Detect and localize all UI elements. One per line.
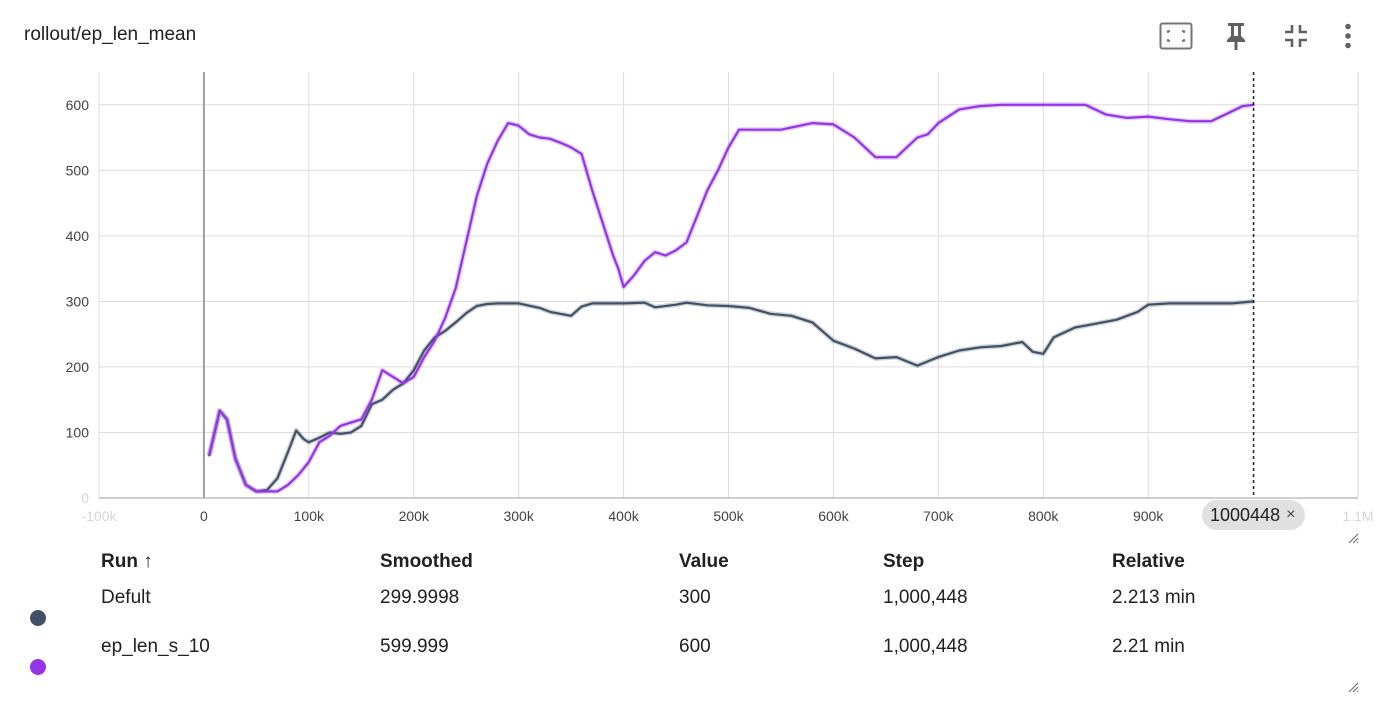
row-relative: 2.21 min [1112,636,1185,657]
fit-domain-button[interactable] [1156,16,1196,56]
y-tick-label: 600 [66,97,90,113]
table-resize-handle-icon[interactable] [1347,681,1359,693]
table-row: ep_len_s_10 599.999 600 1,000,448 2.21 m… [0,633,1384,663]
x-tick-label: 200k [399,508,430,524]
fit-domain-icon [1159,22,1193,50]
series-halo [206,102,1254,494]
pin-icon [1227,23,1245,50]
series-line-ep_len_s_10[interactable] [208,103,1255,493]
table-row: Defult 299.9998 300 1,000,448 2.213 min [0,584,1384,614]
header-step: Step [883,551,925,572]
x-tick-label: 500k [713,508,744,524]
step-chip-label: 1000448 [1210,504,1281,525]
run-color-dot[interactable] [30,659,46,675]
more-vert-icon [1345,23,1351,49]
y-tick-label: 300 [66,293,90,309]
chart-resize-handle-icon[interactable] [1347,532,1359,544]
header-value: Value [679,551,729,572]
x-tick-label-faint: -100k [81,508,117,524]
row-smoothed: 299.9998 [380,587,460,608]
y-tick-label: 400 [66,228,90,244]
row-relative: 2.213 min [1112,587,1196,608]
row-value: 600 [679,636,711,657]
chart-series [206,102,1255,494]
x-tick-label: 900k [1133,508,1164,524]
row-step: 1,000,448 [883,587,968,608]
line-chart[interactable]: 0 100k 200k 300k 400k 500k 600k 700k 800k 900k -10… [0,0,1384,545]
row-run: ep_len_s_10 [101,636,210,657]
chart-grid [98,72,1359,499]
card-toolbar [1156,16,1368,56]
x-tick-label: 800k [1028,508,1059,524]
header-relative: Relative [1112,551,1185,572]
series-halo [206,298,1254,494]
chart-axes: 0 100k 200k 300k 400k 500k 600k 700k 800k 900k -10… [66,97,1374,524]
y-tick-label: 500 [66,162,90,178]
row-value: 300 [679,587,711,608]
table-header: Run ↑ Smoothed Value Step Relative [0,548,1384,578]
more-menu-button[interactable] [1328,16,1368,56]
collapse-button[interactable] [1276,16,1316,56]
x-tick-label: 300k [503,508,534,524]
x-tick-label: 700k [923,508,954,524]
y-tick-label: 100 [66,424,90,440]
x-tick-label: 100k [294,508,325,524]
step-chip[interactable]: 1000448 × [1202,500,1306,530]
step-chip-close-icon[interactable]: × [1286,506,1296,523]
row-smoothed: 599.999 [380,636,449,657]
series-line-Defult[interactable] [208,300,1255,493]
y-tick-label: 200 [66,359,90,375]
x-tick-label-faint: 1.1M [1342,508,1373,524]
y-tick-label-faint: 0 [81,490,89,506]
x-tick-label: 600k [818,508,849,524]
header-smoothed: Smoothed [380,551,473,572]
x-tick-label: 400k [608,508,639,524]
chart-title: rollout/ep_len_mean [24,24,197,45]
row-step: 1,000,448 [883,636,968,657]
collapse-icon [1285,25,1307,47]
run-color-dot[interactable] [30,610,46,626]
header-run[interactable]: Run ↑ [101,551,153,572]
row-run: Defult [101,587,151,608]
x-tick-label: 0 [200,508,208,524]
pin-button[interactable] [1216,16,1256,56]
